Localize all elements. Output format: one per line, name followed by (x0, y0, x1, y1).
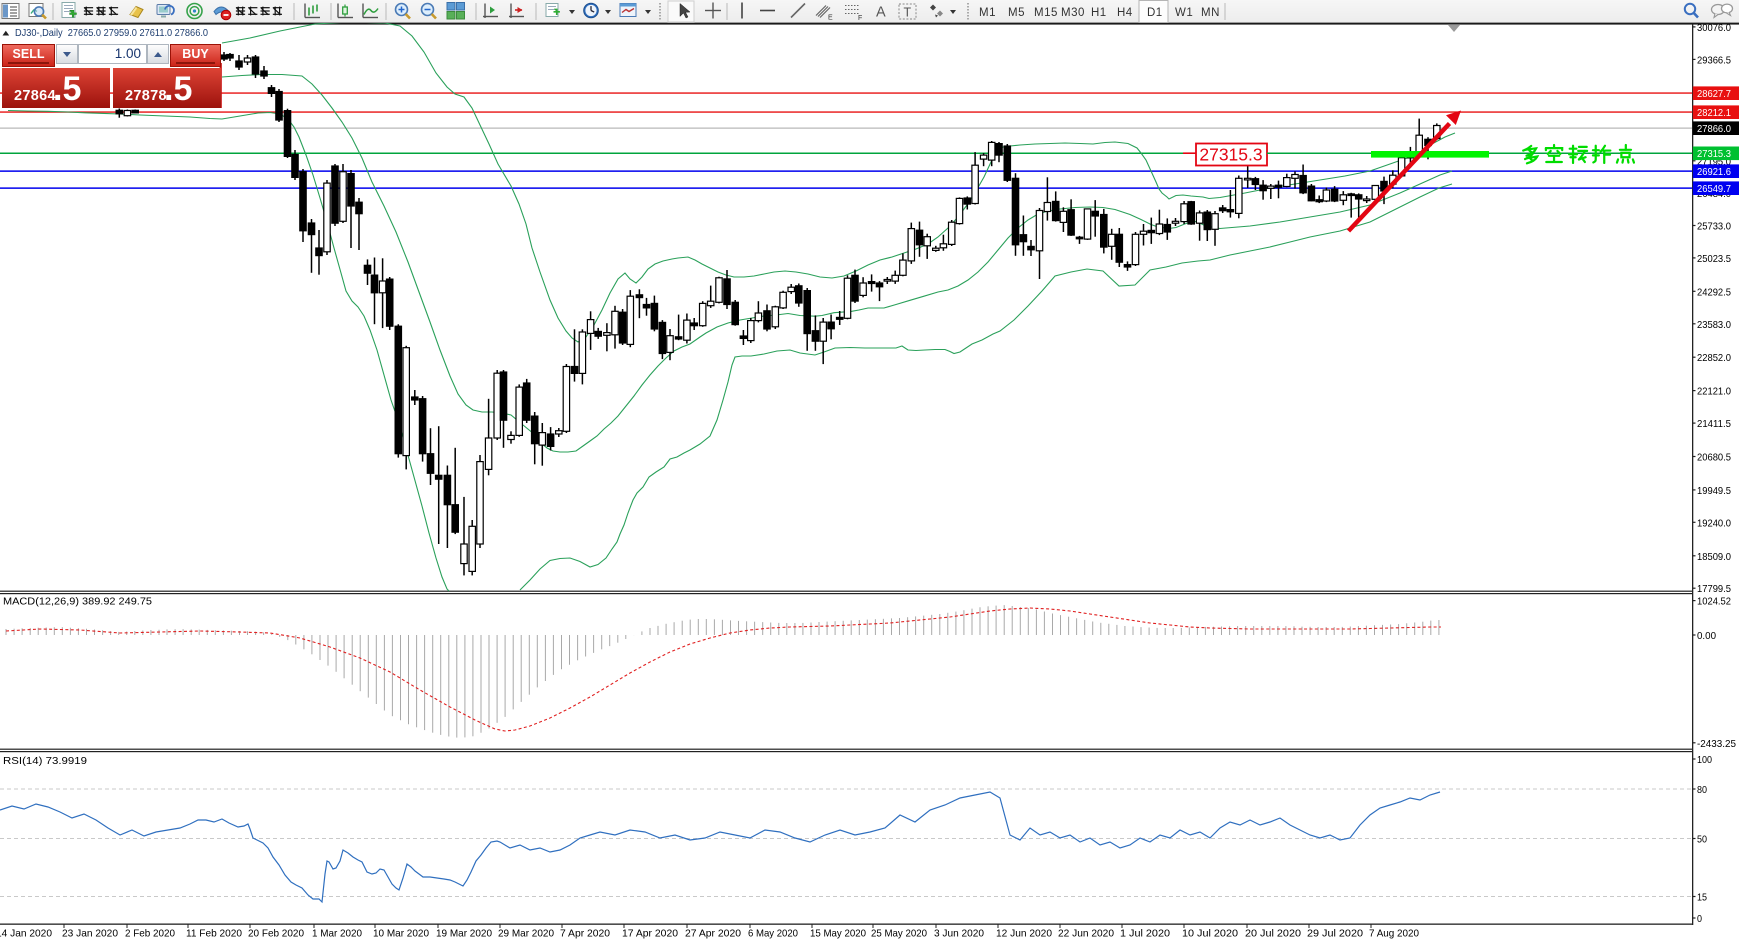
svg-text:1 Jul 2020: 1 Jul 2020 (1120, 929, 1170, 940)
svg-text:29366.5: 29366.5 (1697, 54, 1731, 66)
svg-text:D1: D1 (1147, 7, 1163, 19)
svg-text:M15: M15 (1034, 7, 1058, 19)
svg-text:10 Mar 2020: 10 Mar 2020 (373, 929, 429, 940)
svg-text:M5: M5 (1008, 7, 1025, 19)
svg-text:15: 15 (1697, 892, 1707, 904)
svg-text:15 May 2020: 15 May 2020 (810, 929, 866, 940)
svg-text:F: F (858, 15, 862, 22)
svg-text:28627.7: 28627.7 (1697, 88, 1731, 100)
svg-text:3 Jun 2020: 3 Jun 2020 (934, 929, 984, 940)
svg-text:11 Feb 2020: 11 Feb 2020 (186, 929, 242, 940)
svg-text:29 Mar 2020: 29 Mar 2020 (498, 929, 554, 940)
svg-text:28212.1: 28212.1 (1697, 107, 1731, 119)
svg-text:RSI(14) 73.9919: RSI(14) 73.9919 (3, 755, 87, 767)
svg-text:27866.0: 27866.0 (1697, 123, 1731, 135)
svg-text:19240.0: 19240.0 (1697, 517, 1731, 529)
svg-text:1 Mar 2020: 1 Mar 2020 (312, 929, 362, 940)
svg-text:27315.3: 27315.3 (1697, 148, 1731, 160)
svg-text:29 Jul 2020: 29 Jul 2020 (1307, 929, 1363, 940)
svg-text:23 Jan 2020: 23 Jan 2020 (62, 929, 118, 940)
svg-text:7 Aug 2020: 7 Aug 2020 (1369, 929, 1419, 940)
svg-text:7 Apr 2020: 7 Apr 2020 (560, 929, 610, 940)
svg-text:MN: MN (1201, 7, 1220, 19)
svg-text:A: A (876, 5, 886, 21)
svg-text:22121.0: 22121.0 (1697, 386, 1731, 398)
svg-text:DJ30-,Daily 27665.0 27959.0 2: DJ30-,Daily 27665.0 27959.0 27611.0 2786… (15, 27, 208, 39)
svg-text:20680.5: 20680.5 (1697, 452, 1731, 464)
svg-text:25 May 2020: 25 May 2020 (871, 929, 927, 940)
svg-text:6 May 2020: 6 May 2020 (748, 929, 798, 940)
svg-text:E: E (828, 15, 833, 22)
svg-text:M1: M1 (979, 7, 996, 19)
svg-text:100: 100 (1697, 754, 1712, 766)
svg-text:25733.0: 25733.0 (1697, 221, 1731, 233)
svg-text:12 Jun 2020: 12 Jun 2020 (996, 929, 1052, 940)
svg-text:26921.6: 26921.6 (1697, 166, 1731, 178)
svg-text:10 Jul 2020: 10 Jul 2020 (1182, 929, 1238, 940)
svg-text:0: 0 (1697, 913, 1702, 925)
svg-text:M30: M30 (1061, 7, 1085, 19)
svg-text:22852.0: 22852.0 (1697, 352, 1731, 364)
svg-text:30076.0: 30076.0 (1697, 22, 1731, 34)
svg-text:50: 50 (1697, 834, 1707, 846)
svg-text:MACD(12,26,9) 389.92 249.75: MACD(12,26,9) 389.92 249.75 (3, 596, 152, 608)
svg-text:23583.0: 23583.0 (1697, 319, 1731, 331)
svg-text:0.00: 0.00 (1697, 630, 1716, 642)
svg-text:14 Jan 2020: 14 Jan 2020 (0, 929, 52, 940)
svg-text:24292.5: 24292.5 (1697, 286, 1731, 298)
svg-text:17 Apr 2020: 17 Apr 2020 (622, 929, 678, 940)
svg-text:18509.0: 18509.0 (1697, 551, 1731, 563)
svg-text:20 Jul 2020: 20 Jul 2020 (1245, 929, 1301, 940)
svg-text:H1: H1 (1091, 7, 1107, 19)
svg-text:1024.52: 1024.52 (1697, 596, 1731, 608)
svg-text:22 Jun 2020: 22 Jun 2020 (1058, 929, 1114, 940)
svg-text:20 Feb 2020: 20 Feb 2020 (248, 929, 304, 940)
svg-text:21411.5: 21411.5 (1697, 418, 1731, 430)
svg-text:19 Mar 2020: 19 Mar 2020 (436, 929, 492, 940)
svg-text:T: T (904, 6, 912, 20)
svg-text:W1: W1 (1175, 7, 1193, 19)
svg-text:-2433.25: -2433.25 (1697, 738, 1736, 750)
svg-text:25023.5: 25023.5 (1697, 253, 1731, 265)
svg-text:27 Apr 2020: 27 Apr 2020 (685, 929, 741, 940)
svg-text:80: 80 (1697, 784, 1707, 796)
svg-text:17799.5: 17799.5 (1697, 583, 1731, 595)
svg-text:19949.5: 19949.5 (1697, 485, 1731, 497)
svg-text:27315.3: 27315.3 (1199, 145, 1262, 165)
svg-text:H4: H4 (1117, 7, 1133, 19)
svg-text:2 Feb 2020: 2 Feb 2020 (125, 929, 175, 940)
svg-text:26549.7: 26549.7 (1697, 183, 1731, 195)
